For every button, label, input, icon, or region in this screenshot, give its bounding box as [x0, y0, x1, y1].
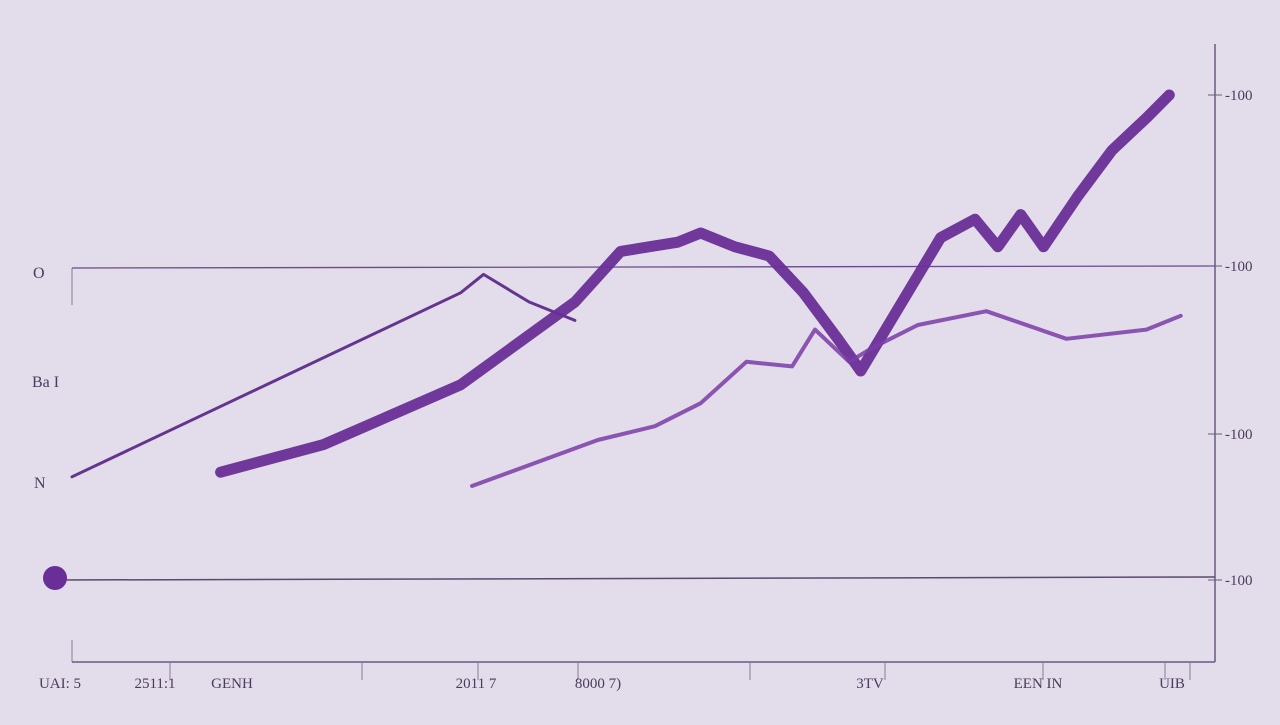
x-axis-tick-label: EEN IN — [1014, 676, 1063, 692]
x-axis-tick-label: 2511:1 — [134, 676, 175, 692]
series-layer — [72, 95, 1181, 486]
x-axis-ticks: UAI: 5 2511:1 GENH 2011 7 8000 7) 3TV EEN IN UI… — [39, 662, 1190, 692]
x-axis-tick-label: UAI: 5 — [39, 676, 81, 692]
x-axis-tick-label: GENH — [211, 676, 253, 692]
right-axis-tick-label: -100 — [1225, 88, 1253, 104]
x-axis-tick-label: 2011 7 — [456, 676, 497, 692]
x-axis-tick-label: 8000 7) — [575, 676, 621, 692]
upper-reference-line — [72, 266, 1215, 268]
left-side-labels: O Ba I N — [32, 265, 59, 492]
right-axis-tick-label: -100 — [1225, 573, 1253, 589]
x-axis-tick-label: 3TV — [856, 676, 884, 692]
x-axis-tick-label: UIB — [1159, 676, 1185, 692]
left-axis-label: O — [33, 265, 45, 282]
chart-frame — [55, 44, 1215, 662]
series-line — [472, 311, 1181, 486]
left-axis-label: Ba I — [32, 374, 59, 391]
right-axis-tick-label: -100 — [1225, 259, 1253, 275]
start-marker — [43, 566, 67, 590]
left-axis-label: N — [34, 475, 46, 492]
baseline-reference-line — [55, 577, 1215, 580]
series-line — [221, 95, 1170, 472]
right-axis-tick-label: -100 — [1225, 427, 1253, 443]
